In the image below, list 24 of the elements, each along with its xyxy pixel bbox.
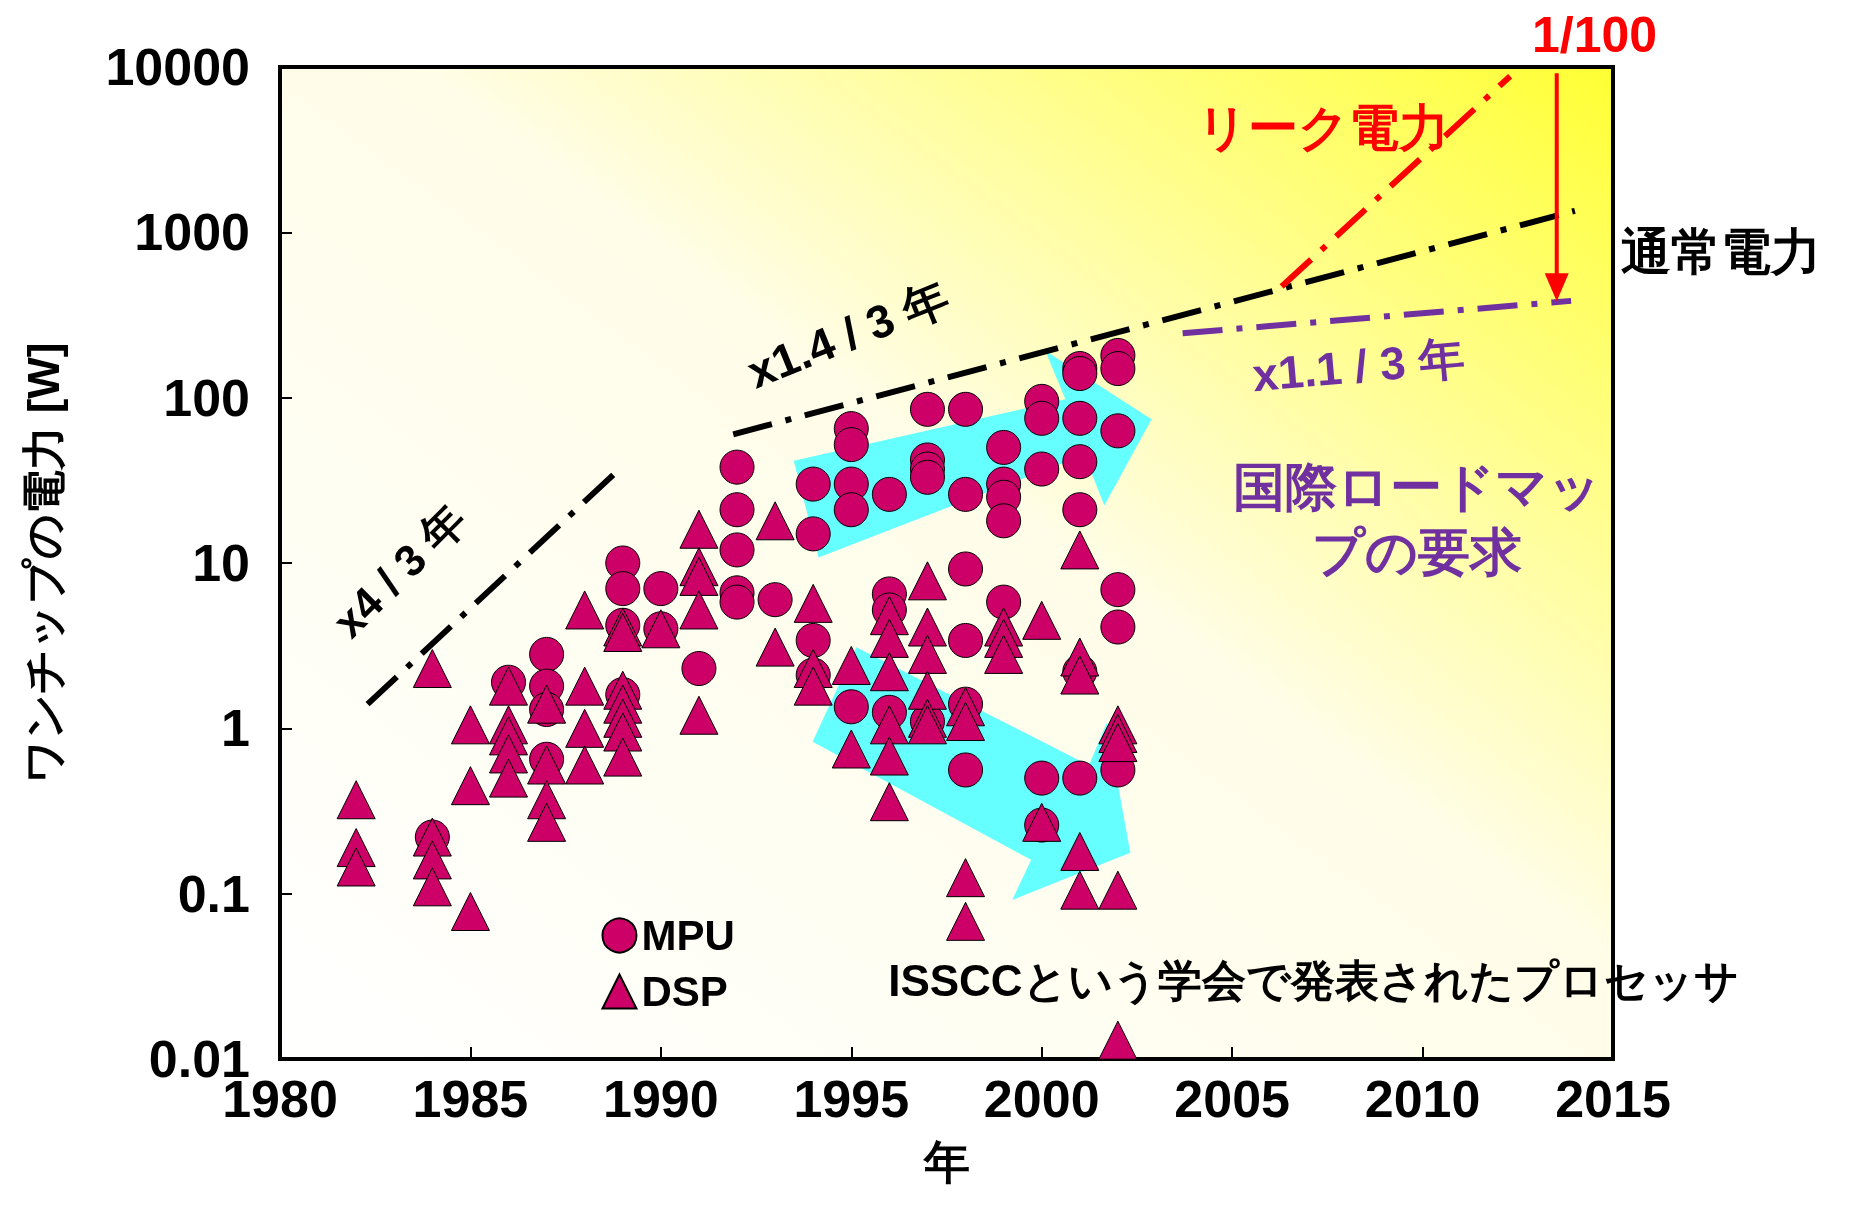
text: 通常電力 xyxy=(1620,223,1821,280)
y-tick-label: 1 xyxy=(221,699,250,758)
x-tick-label: 2005 xyxy=(1174,1070,1290,1128)
y-tick-label: 10 xyxy=(192,534,250,592)
text: 1/100 xyxy=(1531,7,1658,64)
legend-label: MPU xyxy=(641,911,735,959)
annotation: x4 / 3 年 xyxy=(323,494,476,647)
y-tick-label: 0.1 xyxy=(177,864,250,923)
y-axis-title: ワンチップの電力 [W] xyxy=(18,342,68,784)
y-tick-label: 100 xyxy=(163,368,250,427)
annotation: リーク電力 xyxy=(1196,99,1449,156)
x-tick-label: 2015 xyxy=(1555,1070,1671,1128)
x-tick-label: 2010 xyxy=(1364,1070,1481,1128)
x-axis-title: 年 xyxy=(921,1136,970,1188)
annotation: x1.1 / 3 年 xyxy=(1250,331,1467,402)
x-tick-label: 2000 xyxy=(983,1070,1100,1128)
annotation: x1.4 / 3 年 xyxy=(739,270,957,399)
x-tick-label: 1995 xyxy=(793,1070,910,1128)
annotation: 国際ロードマップの要求 xyxy=(1233,458,1602,582)
x-tick-label: 1990 xyxy=(603,1070,719,1128)
y-tick-label: 1000 xyxy=(134,203,250,262)
x-tick-label: 1985 xyxy=(412,1070,529,1128)
y-tick-label: 10000 xyxy=(105,38,250,96)
legend-label: DSP xyxy=(641,967,728,1015)
